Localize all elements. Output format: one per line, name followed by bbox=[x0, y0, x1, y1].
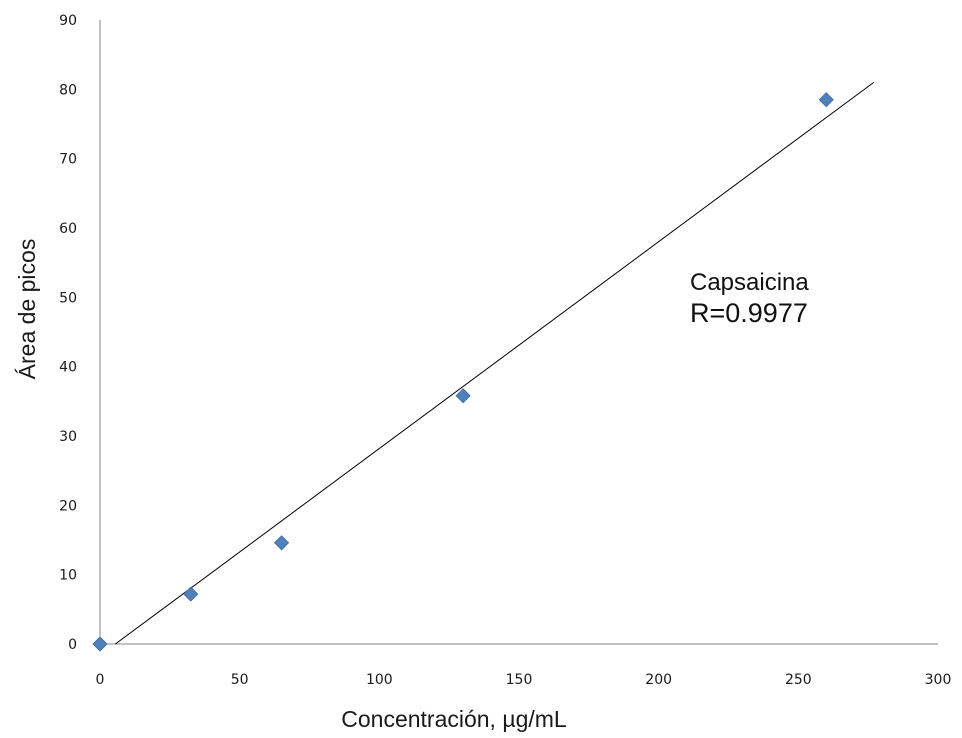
trendline-group bbox=[115, 81, 875, 645]
x-tick-label: 300 bbox=[925, 672, 952, 688]
y-tick-label: 50 bbox=[59, 290, 77, 306]
x-tick-label: 250 bbox=[785, 672, 812, 688]
x-tick-labels: 0 50 100 150 200 250 300 bbox=[96, 672, 952, 688]
y-tick-label: 30 bbox=[59, 429, 77, 445]
x-tick-label: 150 bbox=[506, 672, 533, 688]
annotation-r-value: R=0.9977 bbox=[690, 298, 808, 328]
y-tick-label: 90 bbox=[59, 13, 77, 29]
x-tick-label: 200 bbox=[645, 672, 672, 688]
axes bbox=[99, 20, 938, 645]
y-axis-title: Área de picos bbox=[14, 239, 40, 380]
y-tick-label: 70 bbox=[59, 152, 77, 168]
x-tick-label: 0 bbox=[96, 672, 105, 688]
annotation-series-name: Capsaicina bbox=[690, 269, 809, 296]
y-tick-label: 20 bbox=[59, 498, 77, 514]
data-point bbox=[818, 92, 834, 108]
y-tick-label: 80 bbox=[59, 82, 77, 98]
y-tick-label: 60 bbox=[59, 221, 77, 237]
y-tick-label: 40 bbox=[59, 360, 77, 376]
y-tick-label: 10 bbox=[59, 568, 77, 584]
data-point bbox=[274, 535, 290, 551]
y-tick-label: 0 bbox=[68, 637, 77, 653]
data-point bbox=[455, 388, 471, 404]
trendline bbox=[115, 81, 875, 645]
data-points bbox=[92, 92, 834, 652]
data-point bbox=[92, 636, 108, 652]
data-point bbox=[183, 586, 199, 602]
x-tick-label: 50 bbox=[231, 672, 249, 688]
x-tick-label: 100 bbox=[366, 672, 393, 688]
x-axis-title: Concentración, µg/mL bbox=[341, 706, 567, 732]
y-tick-labels: 0 10 20 30 40 50 60 70 80 90 bbox=[59, 13, 77, 653]
